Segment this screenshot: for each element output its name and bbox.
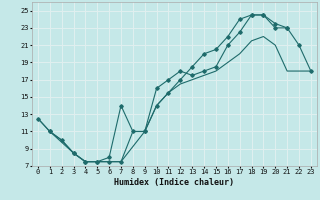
X-axis label: Humidex (Indice chaleur): Humidex (Indice chaleur) (115, 178, 234, 187)
